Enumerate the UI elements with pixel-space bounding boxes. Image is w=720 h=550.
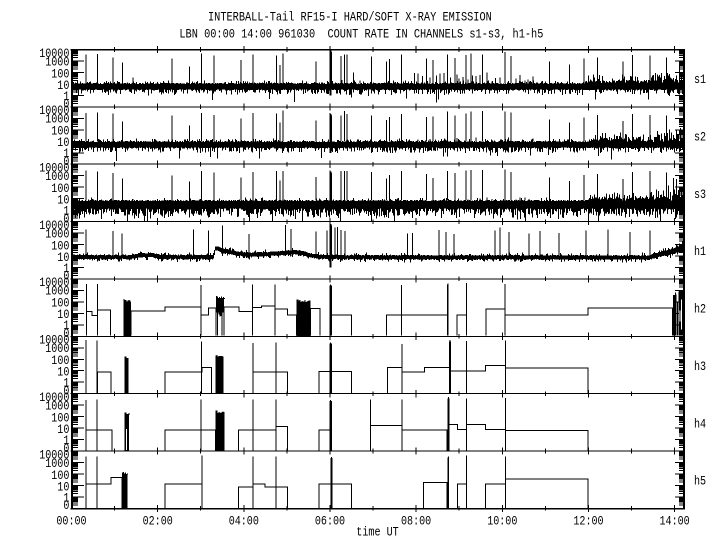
svg-text:10000: 10000 — [39, 333, 69, 348]
svg-text:0: 0 — [63, 441, 69, 456]
svg-text:10000: 10000 — [39, 103, 69, 118]
svg-text:10000: 10000 — [39, 275, 69, 290]
svg-text:100: 100 — [51, 411, 69, 426]
svg-text:04:00: 04:00 — [229, 513, 259, 528]
svg-text:10: 10 — [57, 78, 69, 93]
svg-text:s3: s3 — [694, 187, 706, 202]
svg-text:10000: 10000 — [39, 390, 69, 405]
svg-text:100: 100 — [51, 66, 69, 81]
svg-text:10: 10 — [57, 135, 69, 150]
svg-text:h2: h2 — [694, 302, 706, 317]
svg-text:LBN 00:00 14:00 961030 COUNT: LBN 00:00 14:00 961030 COUNT RATE IN CHA… — [179, 27, 543, 42]
svg-text:1: 1 — [63, 261, 69, 276]
svg-text:h5: h5 — [694, 474, 706, 489]
svg-text:10: 10 — [57, 422, 69, 437]
svg-text:h3: h3 — [694, 359, 706, 374]
svg-text:1: 1 — [63, 146, 69, 161]
svg-text:1000: 1000 — [45, 399, 69, 414]
svg-text:10000: 10000 — [39, 161, 69, 176]
svg-text:1: 1 — [63, 89, 69, 104]
svg-text:12:00: 12:00 — [573, 513, 603, 528]
svg-text:1: 1 — [63, 204, 69, 219]
svg-text:time UT: time UT — [356, 524, 399, 539]
svg-text:0: 0 — [63, 383, 69, 398]
svg-text:100: 100 — [51, 181, 69, 196]
svg-text:10000: 10000 — [39, 46, 69, 61]
svg-text:INTERBALL-Tail RF15-I HARD/SOF: INTERBALL-Tail RF15-I HARD/SOFT X-RAY EM… — [208, 10, 492, 25]
svg-text:10: 10 — [57, 250, 69, 265]
svg-text:1000: 1000 — [45, 456, 69, 471]
svg-text:h4: h4 — [694, 416, 706, 431]
svg-text:14:00: 14:00 — [660, 513, 690, 528]
svg-text:100: 100 — [51, 124, 69, 139]
svg-text:10: 10 — [57, 479, 69, 494]
svg-text:0: 0 — [63, 498, 69, 513]
svg-text:0: 0 — [63, 211, 69, 226]
svg-text:10:00: 10:00 — [487, 513, 517, 528]
svg-text:s2: s2 — [694, 129, 706, 144]
svg-text:1000: 1000 — [45, 226, 69, 241]
svg-text:10: 10 — [57, 365, 69, 380]
svg-text:08:00: 08:00 — [401, 513, 431, 528]
svg-text:100: 100 — [51, 468, 69, 483]
svg-text:00:00: 00:00 — [56, 513, 86, 528]
svg-text:10: 10 — [57, 307, 69, 322]
svg-text:1000: 1000 — [45, 284, 69, 299]
svg-text:1000: 1000 — [45, 341, 69, 356]
svg-text:0: 0 — [63, 154, 69, 169]
svg-text:h1: h1 — [694, 244, 706, 259]
svg-text:10: 10 — [57, 193, 69, 208]
svg-text:10000: 10000 — [39, 447, 69, 462]
svg-text:10000: 10000 — [39, 218, 69, 233]
svg-text:100: 100 — [51, 353, 69, 368]
svg-text:1: 1 — [63, 433, 69, 448]
svg-text:02:00: 02:00 — [143, 513, 173, 528]
svg-text:0: 0 — [63, 269, 69, 284]
svg-text:100: 100 — [51, 296, 69, 311]
svg-text:0: 0 — [63, 326, 69, 341]
svg-text:06:00: 06:00 — [315, 513, 345, 528]
svg-text:100: 100 — [51, 238, 69, 253]
svg-text:1: 1 — [63, 318, 69, 333]
svg-text:1000: 1000 — [45, 112, 69, 127]
svg-text:0: 0 — [63, 97, 69, 112]
svg-text:1: 1 — [63, 490, 69, 505]
svg-text:1000: 1000 — [45, 54, 69, 69]
svg-text:1: 1 — [63, 376, 69, 391]
svg-text:s1: s1 — [694, 72, 706, 87]
svg-text:1000: 1000 — [45, 169, 69, 184]
